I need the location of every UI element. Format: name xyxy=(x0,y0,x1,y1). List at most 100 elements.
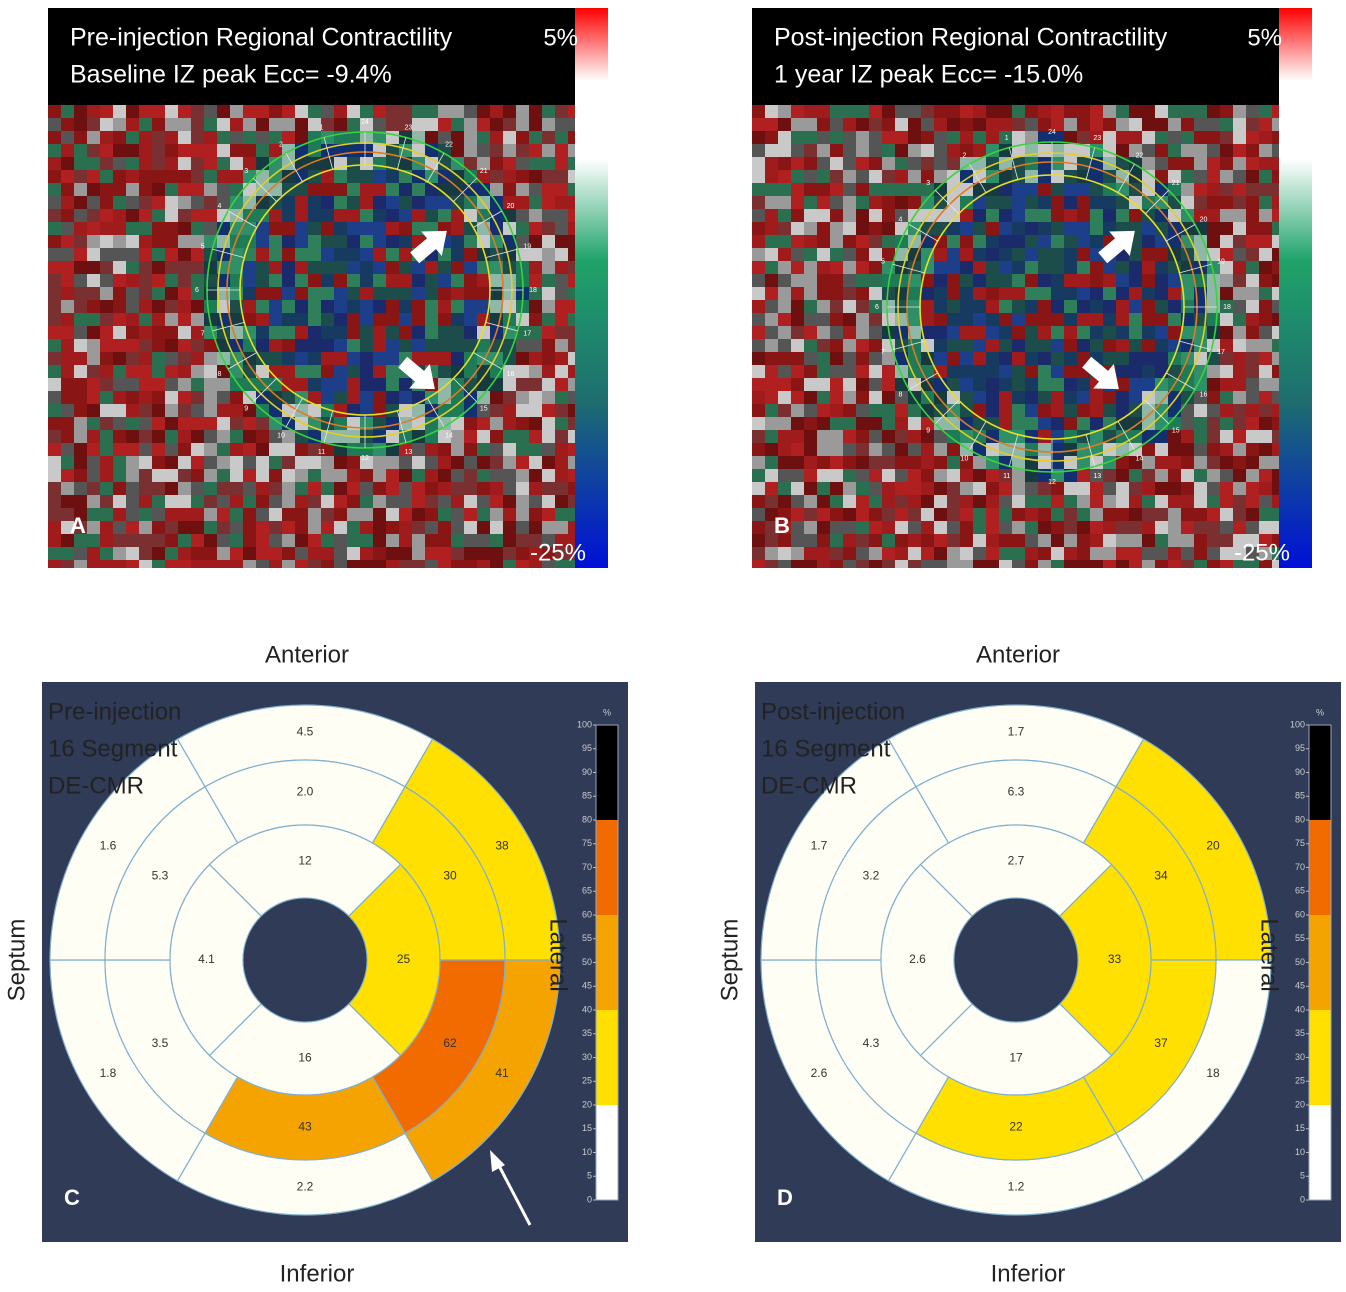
mri-pixel xyxy=(542,326,556,340)
mri-pixel xyxy=(373,365,387,379)
colorbar-tick-label: 65 xyxy=(582,886,592,896)
mri-pixel xyxy=(1129,495,1143,509)
mri-pixel xyxy=(1090,222,1104,236)
mri-pixel xyxy=(152,508,166,522)
mri-pixel xyxy=(804,391,818,405)
mri-pixel xyxy=(1142,209,1156,223)
mri-pixel xyxy=(765,222,779,236)
mri-pixel xyxy=(256,547,270,561)
mri-pixel xyxy=(856,430,870,444)
mri-pixel xyxy=(1129,131,1143,145)
colorbar-tick-label: 55 xyxy=(582,933,592,943)
mri-pixel xyxy=(830,495,844,509)
mri-pixel xyxy=(334,261,348,275)
mri-pixel xyxy=(61,495,75,509)
mri-pixel xyxy=(830,118,844,132)
mri-pixel xyxy=(856,326,870,340)
mri-pixel xyxy=(1090,560,1104,574)
mri-pixel xyxy=(999,261,1013,275)
mri-pixel xyxy=(765,430,779,444)
mri-pixel xyxy=(126,365,140,379)
mri-pixel xyxy=(895,118,909,132)
mri-pixel xyxy=(1064,352,1078,366)
mri-pixel xyxy=(986,326,1000,340)
mri-pixel xyxy=(1207,287,1221,301)
mri-pixel xyxy=(126,131,140,145)
mri-pixel xyxy=(178,378,192,392)
mri-pixel xyxy=(895,521,909,535)
mri-pixel xyxy=(87,521,101,535)
mri-pixel xyxy=(347,222,361,236)
mri-pixel xyxy=(1233,391,1247,405)
mri-pixel xyxy=(1233,274,1247,288)
mri-pixel xyxy=(934,326,948,340)
mri-pixel xyxy=(373,469,387,483)
mri-pixel xyxy=(830,144,844,158)
colorbar-tick-label: 85 xyxy=(582,791,592,801)
mri-pixel xyxy=(412,196,426,210)
mri-pixel xyxy=(791,287,805,301)
mri-pixel xyxy=(1064,378,1078,392)
mri-pixel xyxy=(778,378,792,392)
mri-pixel xyxy=(778,365,792,379)
mri-pixel xyxy=(1220,222,1234,236)
mri-pixel xyxy=(503,222,517,236)
mri-pixel xyxy=(152,196,166,210)
mri-pixel xyxy=(542,300,556,314)
mri-pixel xyxy=(490,521,504,535)
mri-pixel xyxy=(282,547,296,561)
mri-pixel xyxy=(1155,547,1169,561)
mri-pixel xyxy=(490,391,504,405)
mri-pixel xyxy=(1207,560,1221,574)
mri-pixel xyxy=(1194,482,1208,496)
mri-pixel xyxy=(100,417,114,431)
mri-pixel xyxy=(1181,495,1195,509)
ring-label: 7 xyxy=(881,349,885,356)
mri-pixel xyxy=(1090,326,1104,340)
mri-pixel xyxy=(999,547,1013,561)
mri-pixel xyxy=(1116,326,1130,340)
mri-pixel xyxy=(100,222,114,236)
mri-pixel xyxy=(1012,391,1026,405)
ring-label: 3 xyxy=(926,180,930,187)
panel-label: 16 Segment xyxy=(48,735,178,762)
mri-pixel xyxy=(256,118,270,132)
mri-pixel xyxy=(1259,521,1273,535)
mri-pixel xyxy=(817,404,831,418)
mri-pixel xyxy=(999,196,1013,210)
colorbar-tick-label: 15 xyxy=(1295,1123,1305,1133)
mri-pixel xyxy=(412,495,426,509)
mri-pixel xyxy=(1233,326,1247,340)
mri-pixel xyxy=(1155,131,1169,145)
mri-pixel xyxy=(1025,183,1039,197)
mri-pixel xyxy=(1077,378,1091,392)
mri-pixel xyxy=(490,508,504,522)
mri-pixel xyxy=(804,222,818,236)
mri-pixel xyxy=(1233,430,1247,444)
mri-pixel xyxy=(1077,261,1091,275)
mri-pixel xyxy=(1103,261,1117,275)
mri-pixel xyxy=(295,222,309,236)
mri-pixel xyxy=(425,534,439,548)
mri-pixel xyxy=(438,105,452,119)
mri-pixel xyxy=(152,248,166,262)
mri-pixel xyxy=(555,404,569,418)
mri-pixel xyxy=(843,313,857,327)
mri-pixel xyxy=(1090,417,1104,431)
segment-value: 1.6 xyxy=(100,838,117,852)
mri-pixel xyxy=(1220,469,1234,483)
mri-pixel xyxy=(126,157,140,171)
mri-pixel xyxy=(1142,443,1156,457)
mri-pixel xyxy=(269,339,283,353)
mri-pixel xyxy=(921,495,935,509)
mri-pixel xyxy=(464,560,478,574)
mri-pixel xyxy=(412,469,426,483)
mri-pixel xyxy=(256,235,270,249)
mri-pixel xyxy=(243,495,257,509)
mri-pixel xyxy=(1064,456,1078,470)
mri-pixel xyxy=(882,534,896,548)
mri-pixel xyxy=(791,339,805,353)
mri-pixel xyxy=(360,469,374,483)
mri-pixel xyxy=(74,209,88,223)
mri-pixel xyxy=(1012,118,1026,132)
